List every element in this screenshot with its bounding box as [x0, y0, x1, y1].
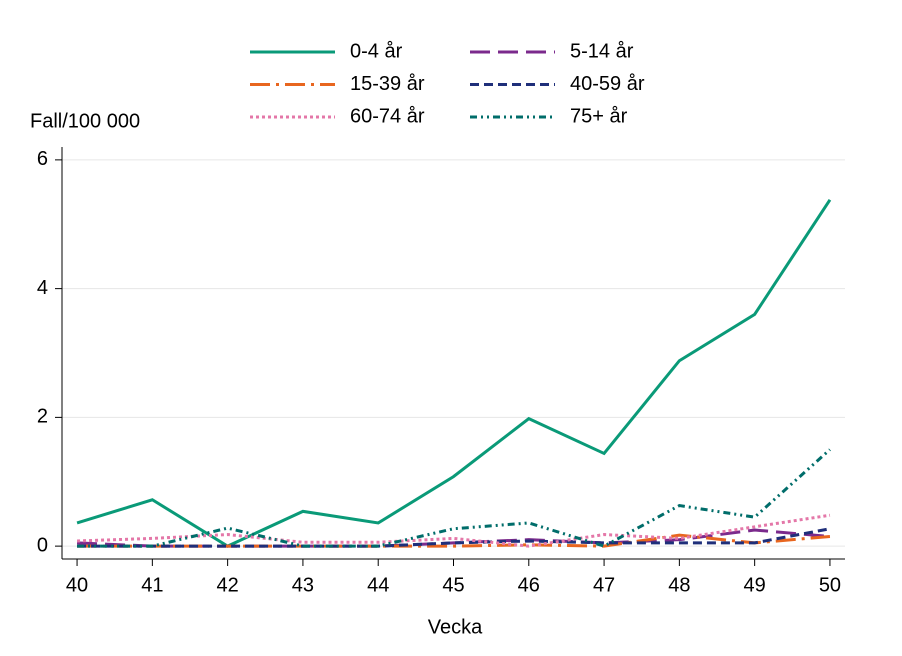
x-tick-label: 48: [668, 574, 690, 596]
legend-label: 75+ år: [570, 105, 628, 127]
x-tick-label: 43: [292, 574, 314, 596]
y-tick-label: 0: [37, 534, 48, 556]
x-tick-label: 50: [819, 574, 841, 596]
x-tick-label: 41: [141, 574, 163, 596]
series-line: [76, 528, 831, 548]
legend-label: 40-59 år: [570, 73, 645, 95]
y-tick-label: 2: [37, 406, 48, 428]
legend-label: 0-4 år: [350, 40, 403, 62]
x-tick-label: 46: [518, 574, 540, 596]
legend-label: 60-74 år: [350, 105, 425, 127]
y-tick-label: 6: [37, 148, 48, 170]
legend-label: 15-39 år: [350, 73, 425, 95]
x-tick-label: 42: [217, 574, 239, 596]
y-axis-label: Fall/100 000: [30, 110, 140, 132]
x-tick-label: 44: [367, 574, 389, 596]
y-tick-label: 4: [37, 277, 48, 299]
series-line: [77, 448, 831, 548]
x-tick-label: 47: [593, 574, 615, 596]
x-axis-label: Vecka: [428, 616, 483, 638]
series-line: [77, 533, 831, 548]
legend-label: 5-14 år: [570, 40, 634, 62]
x-tick-label: 49: [744, 574, 766, 596]
x-tick-label: 45: [442, 574, 464, 596]
x-tick-label: 40: [66, 574, 88, 596]
series-line: [76, 198, 832, 548]
